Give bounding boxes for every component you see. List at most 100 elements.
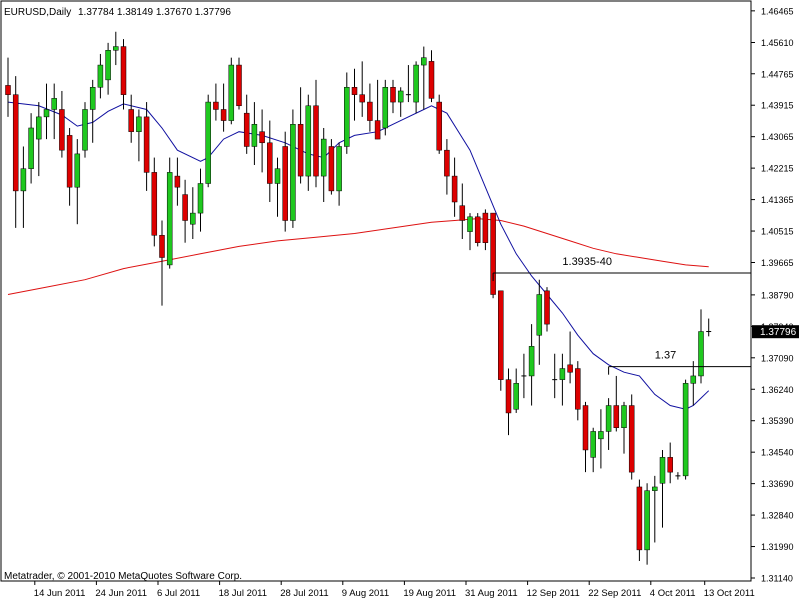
- slow-moving-average: [7, 218, 709, 295]
- candle-body-down: [182, 194, 188, 221]
- candle-body-down: [451, 175, 458, 203]
- candle: [528, 324, 535, 406]
- copyright-text: Metatrader, © 2001-2010 MetaQuotes Softw…: [4, 571, 242, 582]
- candle: [575, 361, 581, 421]
- candle-body-up: [559, 368, 566, 380]
- candle: [652, 475, 658, 543]
- candle: [390, 79, 396, 114]
- candle-body-up: [513, 383, 519, 410]
- candle: [351, 68, 358, 121]
- candle: [413, 61, 419, 114]
- candle-body-down: [236, 64, 242, 107]
- candle-body-up: [605, 405, 612, 432]
- candles: [5, 31, 712, 565]
- candle: [282, 131, 288, 232]
- price-tick-label: 1.35390: [761, 416, 794, 426]
- time-tick-label: 9 Aug 2011: [342, 588, 389, 599]
- candle-body-down: [582, 405, 589, 451]
- candle: [120, 39, 127, 110]
- candle-body-down: [444, 149, 450, 177]
- candle: [5, 57, 11, 117]
- last-price-tag: 1.37796: [752, 325, 799, 339]
- candle: [397, 87, 404, 117]
- candle: [598, 409, 604, 469]
- candle-body-down: [259, 131, 265, 144]
- symbol-label: EURUSD,Daily: [4, 7, 71, 18]
- candle-body-up: [20, 168, 27, 192]
- candle: [474, 213, 481, 247]
- candle: [320, 127, 327, 202]
- candle-body-down: [128, 109, 134, 132]
- candle: [552, 353, 558, 399]
- candle: [636, 479, 643, 561]
- candle: [297, 87, 304, 184]
- candle: [97, 53, 104, 99]
- candle: [490, 212, 496, 299]
- candle-body-down: [359, 94, 365, 103]
- candle: [267, 120, 273, 202]
- candle-body-down: [151, 172, 158, 236]
- candle-body-up: [82, 109, 88, 151]
- candle: [613, 375, 620, 432]
- candle: [128, 94, 134, 143]
- last-price-tag-bg: [752, 325, 799, 339]
- candle-body-up: [51, 98, 57, 110]
- candle: [628, 394, 635, 480]
- candle-body-up: [690, 375, 697, 384]
- time-tick-label: 19 Aug 2011: [403, 588, 456, 599]
- candle-body-up: [290, 124, 296, 221]
- candle: [590, 427, 596, 473]
- candle: [459, 183, 466, 240]
- candle-body-up: [336, 146, 342, 192]
- candle-body-up: [382, 87, 389, 129]
- candle: [205, 94, 211, 188]
- candle: [182, 179, 188, 243]
- time-tick-label: 14 Jun 2011: [34, 588, 86, 599]
- candle-body-up: [74, 153, 81, 188]
- candle-body-up: [251, 124, 258, 147]
- plot-area-frame: [0, 0, 752, 582]
- candle-body-up: [228, 64, 235, 121]
- candle-body-down: [313, 105, 319, 177]
- price-tick-label: 1.37090: [761, 353, 794, 363]
- candle-body-down: [628, 405, 635, 473]
- candle: [344, 72, 350, 154]
- candle: [690, 361, 697, 406]
- candle-body-down: [482, 212, 489, 243]
- candle: [89, 79, 96, 143]
- candle: [213, 83, 219, 121]
- price-tick-label: 1.33690: [761, 479, 794, 489]
- price-tick-label: 1.39665: [761, 258, 794, 268]
- time-tick-label: 18 Jul 2011: [219, 588, 267, 599]
- candle: [228, 57, 235, 125]
- candle: [166, 157, 173, 269]
- candle-body-down: [213, 101, 219, 110]
- candle-body-down: [282, 146, 288, 221]
- candle: [382, 79, 389, 136]
- time-tick-label: 24 Jun 2011: [95, 588, 147, 599]
- candle-body-up: [421, 57, 427, 66]
- price-tick-label: 1.41365: [761, 195, 794, 205]
- candle-body-down: [567, 364, 573, 373]
- price-tick-label: 1.42215: [761, 164, 794, 174]
- candle: [513, 368, 519, 413]
- time-tick-label: 28 Jul 2011: [280, 588, 328, 599]
- candle-body-up: [197, 183, 204, 214]
- candle: [621, 401, 627, 454]
- resistance-level-2-label: 1.37: [655, 350, 676, 362]
- price-tick-label: 1.32840: [761, 511, 794, 521]
- candle: [20, 146, 27, 228]
- candle-body-down: [544, 290, 550, 325]
- candle-body-up: [644, 490, 650, 551]
- candle: [444, 139, 450, 195]
- candle: [51, 83, 57, 140]
- candle: [105, 42, 111, 95]
- candle-body-up: [36, 116, 42, 140]
- candle: [544, 287, 550, 332]
- candle-body-down: [390, 87, 396, 103]
- candle-body-down: [474, 216, 481, 243]
- candle: [143, 102, 150, 191]
- candle: [82, 102, 88, 158]
- candle: [667, 442, 673, 484]
